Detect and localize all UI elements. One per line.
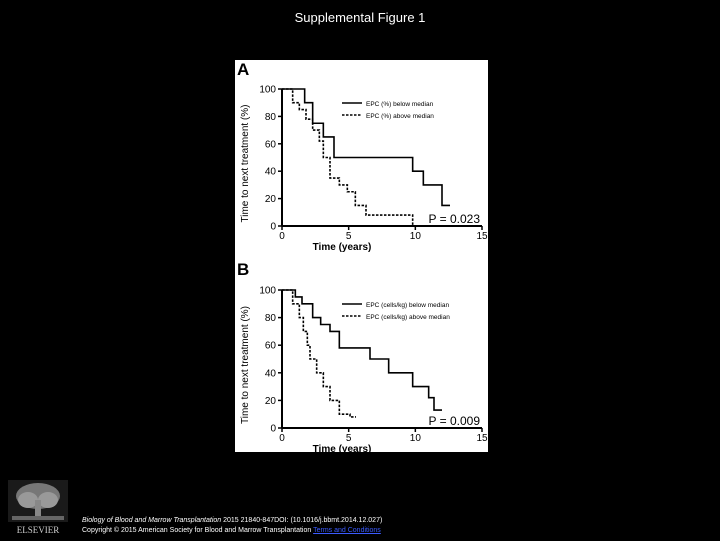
y-tick-label: 60 [265,341,277,352]
logo-text: ELSEVIER [17,525,60,535]
y-tick-label: 60 [265,139,277,150]
p-value-label: P = 0.009 [429,414,481,428]
series-line-below-median [282,88,450,207]
elsevier-logo: ELSEVIER [6,478,70,536]
y-axis-label: Time to next treatment (%) [240,105,251,223]
series-line-above-median [282,88,419,227]
slide-title: Supplemental Figure 1 [294,10,426,25]
x-tick-label: 5 [346,433,352,444]
legend-label: EPC (%) above median [366,113,434,120]
x-tick-label: 0 [279,433,285,444]
legend-label: EPC (cells/kg) above median [366,314,450,321]
y-tick-label: 20 [265,396,277,407]
x-tick-label: 10 [410,433,422,444]
citation-text: 2015 21840-847DOI: (10.1016/j.bbmt.2014.… [221,517,383,524]
journal-name: Biology of Blood and Marrow Transplantat… [82,517,222,524]
figure-panel: A 0 20 40 60 80 100 0 5 10 15 Time (years) Time to n… [235,60,488,452]
y-tick-label: 80 [265,313,277,324]
copyright-text: Copyright © 2015 American Society for Bl… [82,527,314,534]
x-tick-label: 0 [279,231,285,242]
series-line-below-median [282,289,442,411]
y-tick-label: 0 [270,424,276,435]
chart-panel-b: B 0 20 40 60 80 100 0 5 10 15 Time (years) Time to n… [237,260,488,452]
terms-link[interactable]: Terms and Conditions [313,527,381,534]
elsevier-tree-icon: ELSEVIER [8,480,68,535]
panel-label: A [237,60,249,79]
legend-label: EPC (%) below median [366,101,434,108]
x-tick-label: 15 [476,231,488,242]
chart-panel-a: A 0 20 40 60 80 100 0 5 10 15 Time (years) Time to n… [237,60,488,253]
x-axis-label: Time (years) [313,444,372,452]
y-axis-label: Time to next treatment (%) [240,306,251,424]
x-axis-label: Time (years) [313,242,372,253]
x-tick-label: 15 [476,433,488,444]
copyright-line: Copyright © 2015 American Society for Bl… [82,526,382,536]
legend-label: EPC (cells/kg) below median [366,302,449,309]
y-tick-label: 100 [259,85,276,96]
y-tick-label: 40 [265,368,277,379]
y-tick-label: 0 [270,222,276,233]
series-line-above-median [282,289,356,418]
y-tick-label: 40 [265,167,277,178]
x-tick-label: 10 [410,231,422,242]
panel-label: B [237,260,249,279]
y-tick-label: 20 [265,194,277,205]
y-tick-label: 100 [259,286,276,297]
x-tick-label: 5 [346,231,352,242]
y-tick-label: 80 [265,112,277,123]
citation-block: Biology of Blood and Marrow Transplantat… [82,516,382,536]
citation-line: Biology of Blood and Marrow Transplantat… [82,516,382,526]
p-value-label: P = 0.023 [429,212,481,226]
